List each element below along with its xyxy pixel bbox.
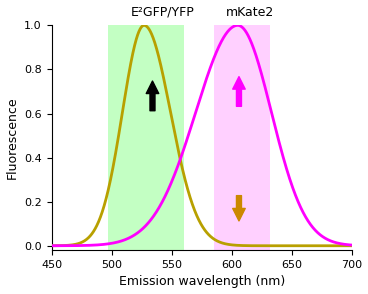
X-axis label: Emission wavelength (nm): Emission wavelength (nm) <box>118 275 285 288</box>
Bar <box>108 14 184 257</box>
Text: mKate2: mKate2 <box>226 6 274 19</box>
Text: E²GFP/YFP: E²GFP/YFP <box>131 6 195 19</box>
Y-axis label: Fluorescence: Fluorescence <box>6 96 18 179</box>
Bar <box>214 14 270 257</box>
